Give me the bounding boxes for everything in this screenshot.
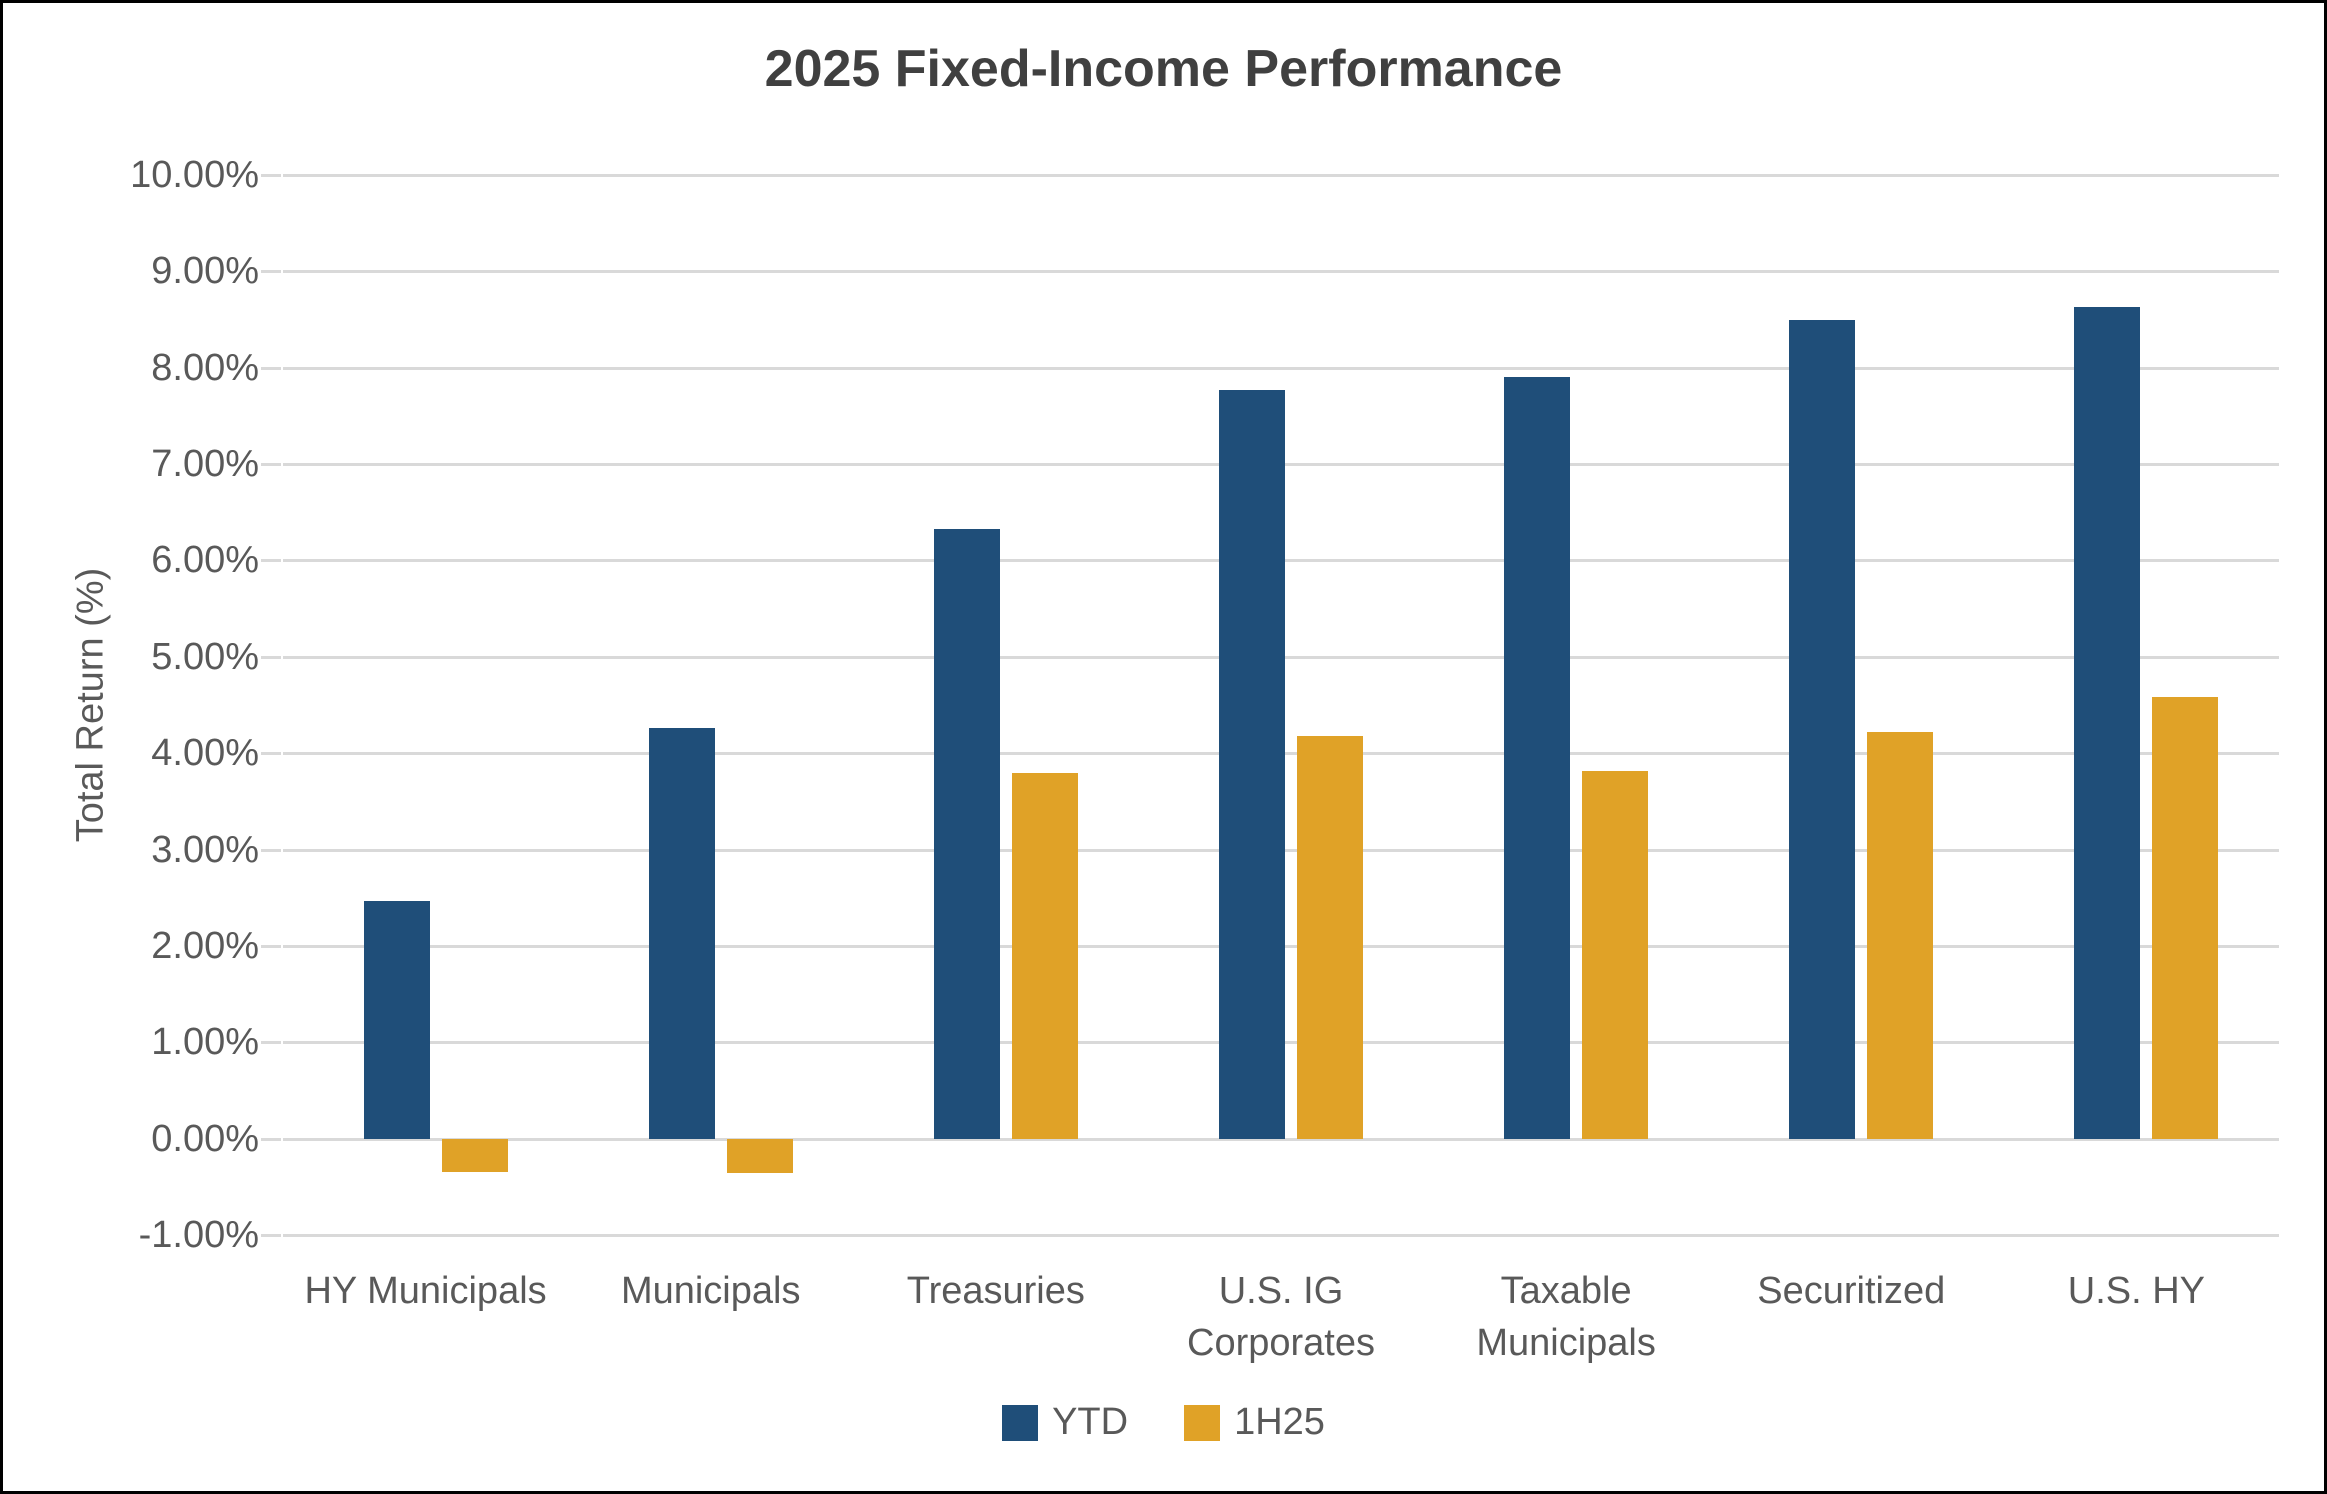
- y-axis-tick: [261, 655, 281, 659]
- gridline-0.00%: [283, 1137, 2279, 1141]
- bar-ytd-hy-municipals: [363, 900, 430, 1139]
- bar-ytd-taxable-municipals: [1504, 377, 1571, 1139]
- legend-label-1h25: 1H25: [1234, 1401, 1325, 1443]
- legend-label-ytd: YTD: [1052, 1401, 1129, 1443]
- y-axis-tick: [261, 1234, 281, 1237]
- bar-1h25-securitized: [1867, 731, 1934, 1139]
- bar-1h25-hy-municipals: [441, 1138, 508, 1173]
- y-tick-label: 8.00%: [151, 346, 259, 389]
- y-tick-label: 3.00%: [151, 828, 259, 871]
- x-tick-label-treasuries: Treasuries: [906, 1270, 1085, 1312]
- gridline-9.00%: [283, 270, 2279, 274]
- x-tick-label-taxable-municipals: Taxable Municipals: [1476, 1270, 1656, 1364]
- y-tick-label: 1.00%: [151, 1021, 259, 1064]
- x-tick-label-securitized: Securitized: [1757, 1270, 1946, 1312]
- y-axis-tick: [261, 752, 281, 756]
- bar-ytd-u-s-ig-corporates: [1219, 389, 1285, 1139]
- y-axis-tick: [261, 174, 281, 177]
- bar-ytd-u-s-hy: [2074, 307, 2141, 1139]
- chart-title: 2025 Fixed-Income Performance: [764, 40, 1563, 98]
- y-tick-label: -1.00%: [138, 1214, 259, 1256]
- x-tick-label-u-s-ig-corporates: U.S. IG Corporates: [1187, 1270, 1375, 1364]
- y-axis-tick: [261, 366, 281, 370]
- gridline-10.00%: [283, 174, 2279, 177]
- x-tick-label-u-s-hy: U.S. HY: [2067, 1270, 2206, 1312]
- y-axis-tick: [261, 270, 281, 274]
- x-tick-label-municipals: Municipals: [620, 1270, 801, 1312]
- y-tick-label: 0.00%: [151, 1117, 259, 1160]
- gridline-8.00%: [283, 366, 2279, 370]
- y-axis-tick: [261, 1041, 281, 1045]
- legend: YTD 1H25: [3, 1401, 2324, 1444]
- bar-1h25-municipals: [726, 1138, 793, 1174]
- y-tick-label: 6.00%: [151, 539, 259, 582]
- y-tick-label: 4.00%: [151, 732, 259, 775]
- y-axis-tick: [261, 1137, 281, 1141]
- bar-1h25-u-s-ig-corporates: [1297, 735, 1363, 1139]
- x-tick-label-hy-municipals: HY Municipals: [304, 1270, 547, 1312]
- plot-area: [283, 174, 2279, 1237]
- bar-ytd-securitized: [1789, 319, 1856, 1139]
- y-tick-label: 2.00%: [151, 924, 259, 967]
- y-axis-title: Total Return (%): [69, 567, 112, 843]
- bar-ytd-treasuries: [933, 528, 1000, 1139]
- bar-1h25-taxable-municipals: [1582, 771, 1649, 1139]
- y-axis-tick: [261, 848, 281, 852]
- bar-1h25-u-s-hy: [2152, 697, 2219, 1139]
- y-axis-tick: [261, 944, 281, 948]
- bar-ytd-municipals: [648, 728, 715, 1139]
- legend-item-1h25: 1H25: [1184, 1401, 1325, 1444]
- legend-item-ytd: YTD: [1002, 1401, 1128, 1444]
- y-axis-tick: [261, 559, 281, 563]
- gridline--1.00%: [283, 1234, 2279, 1237]
- y-tick-label: 7.00%: [151, 443, 259, 486]
- bar-1h25-treasuries: [1011, 773, 1078, 1139]
- y-axis-tick: [261, 463, 281, 467]
- y-tick-label: 5.00%: [151, 635, 259, 678]
- legend-swatch-ytd: [1002, 1404, 1039, 1441]
- y-tick-label: 10.00%: [130, 154, 259, 196]
- y-tick-label: 9.00%: [151, 250, 259, 293]
- legend-swatch-1h25: [1184, 1404, 1221, 1441]
